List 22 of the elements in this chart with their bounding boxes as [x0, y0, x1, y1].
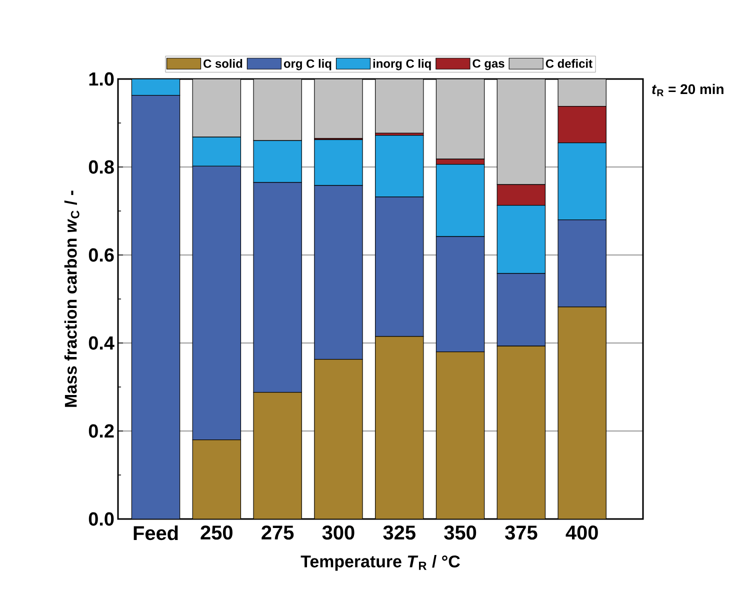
text: t$_{R}$ = 20 min [652, 84, 724, 96]
y-tick-label: 0.0 [88, 512, 114, 526]
x-tick-label: 350 [444, 526, 476, 540]
legend-label: C gas [472, 59, 504, 70]
x-tick-label: Feed [134, 526, 178, 540]
legend-label: C solid [204, 59, 242, 68]
y-tick-label: 0.2 [88, 424, 114, 438]
x-tick-label: 300 [322, 526, 354, 540]
x-tick-label: 400 [566, 526, 598, 540]
x-tick-label: 275 [262, 526, 294, 540]
y-axis-title: Mass fraction carbon w$_{C}$ / - [64, 190, 80, 407]
x-tick-label: 375 [505, 526, 538, 540]
legend-label: C deficit [546, 59, 592, 68]
x-axis-title: Temperature T$_{R}$ / °C [300, 555, 460, 571]
y-tick-label: 0.6 [88, 248, 114, 262]
y-tick-label: 1.0 [89, 72, 114, 86]
x-tick-label: 325 [383, 526, 416, 540]
x-tick-label: 250 [200, 526, 232, 540]
y-tick-label: 0.4 [88, 336, 114, 350]
legend-label: inorg C liq [373, 59, 431, 70]
legend-label: org C liq [284, 59, 332, 70]
y-tick-label: 0.8 [88, 160, 114, 174]
